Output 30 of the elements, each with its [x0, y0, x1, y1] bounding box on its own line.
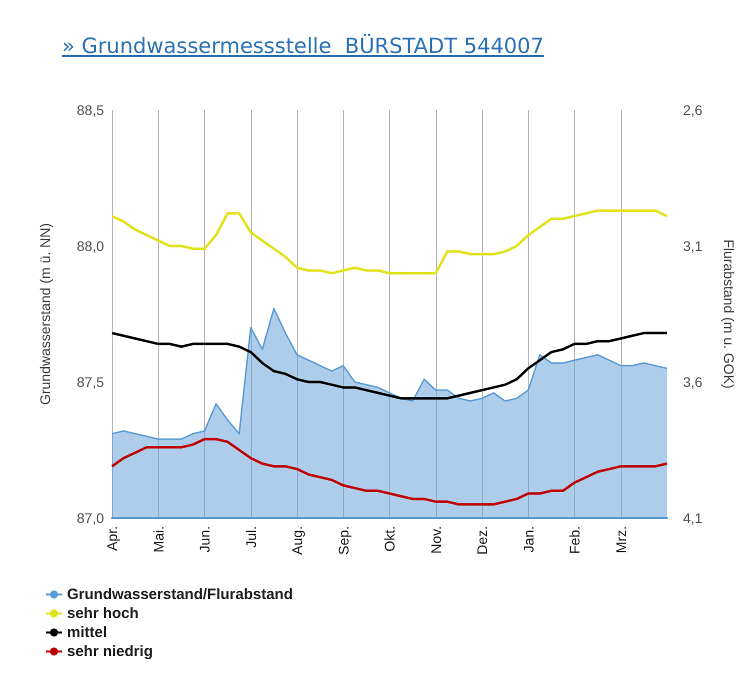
y2-tick-label: 2,6 — [683, 102, 703, 118]
x-tick-label: Dez. — [474, 526, 490, 555]
y-tick-label: 87,5 — [76, 374, 104, 390]
x-tick-label: Mrz. — [612, 526, 629, 554]
line-series — [110, 209, 668, 274]
y2-axis-title: Flurabstand (m u. GOK) — [721, 239, 737, 389]
legend-label: sehr hoch — [67, 605, 139, 622]
line-series — [110, 332, 668, 400]
y2-tick-label: 3,6 — [683, 374, 703, 390]
x-tick-label: Sep. — [335, 526, 352, 555]
x-tick-label: Apr. — [104, 526, 120, 551]
legend-label: mittel — [67, 624, 108, 641]
x-tick-label: Okt. — [382, 526, 398, 552]
x-tick-label: Mai. — [150, 526, 166, 552]
y-axis-title: Grundwasserstand (m ü. NN) — [37, 222, 53, 406]
x-tick-label: Jul. — [242, 526, 259, 548]
y-tick-label: 87,0 — [76, 510, 104, 526]
x-tick-label: Aug. — [289, 526, 305, 555]
chart-title: » Grundwassermessstelle BÜRSTADT 544007 — [62, 34, 544, 58]
x-tick-label: Jun. — [196, 526, 212, 552]
legend-label: Grundwasserstand/Flurabstand — [67, 586, 293, 603]
x-tick-label: Nov. — [428, 526, 444, 554]
x-tick-label: Jan. — [520, 526, 536, 552]
legend-label: sehr niedrig — [67, 643, 153, 660]
y2-tick-label: 3,1 — [683, 238, 703, 254]
x-tick-label: Feb. — [566, 526, 582, 554]
y-tick-label: 88,0 — [76, 238, 104, 254]
y-tick-label: 88,5 — [76, 102, 104, 118]
y2-tick-label: 4,1 — [683, 510, 703, 526]
line-series — [110, 438, 668, 506]
